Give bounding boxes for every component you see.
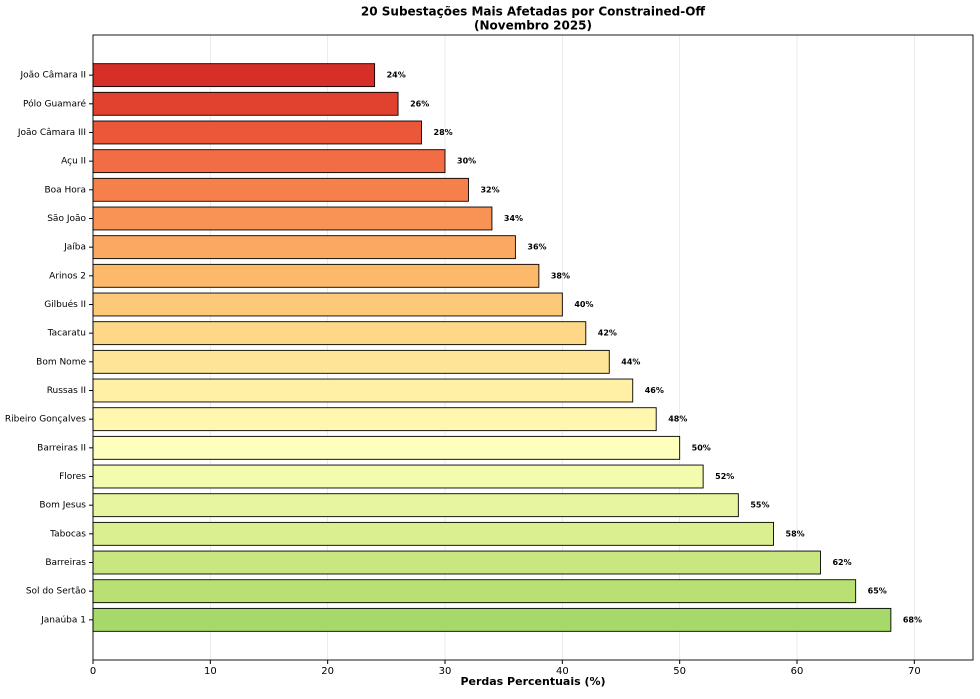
value-label: 40% <box>574 300 593 309</box>
x-tick-label: 20 <box>321 666 334 677</box>
plot-frame <box>92 34 974 661</box>
x-tick-label: 0 <box>90 666 96 677</box>
bar <box>92 349 610 374</box>
bar <box>92 177 469 202</box>
y-tick-label: Ribeiro Gonçalves <box>5 415 86 425</box>
bar <box>92 321 587 346</box>
bar <box>92 206 493 231</box>
bar <box>92 435 681 460</box>
y-tick-label: Sol do Sertão <box>26 587 87 597</box>
bar <box>92 550 821 575</box>
value-label: 46% <box>645 386 664 395</box>
bar <box>92 235 516 260</box>
y-tick-label: João Câmara III <box>17 128 86 138</box>
x-axis-label: Perdas Percentuais (%) <box>460 675 605 688</box>
value-label: 32% <box>480 185 499 194</box>
value-label: 30% <box>457 157 476 166</box>
value-label: 42% <box>598 329 617 338</box>
y-tick-label: Janaúba 1 <box>40 615 86 625</box>
value-label: 52% <box>715 472 734 481</box>
bar <box>92 292 563 317</box>
value-label: 44% <box>621 357 640 366</box>
value-label: 26% <box>410 99 429 108</box>
y-tick-label: Boa Hora <box>44 185 86 195</box>
y-tick-label: São João <box>47 214 86 224</box>
y-tick-label: Gilbués II <box>44 299 86 310</box>
y-tick-label: Barreiras <box>45 558 86 568</box>
bar <box>92 521 774 546</box>
y-tick-label: João Câmara II <box>19 71 86 81</box>
value-label: 28% <box>434 128 453 137</box>
bar <box>92 63 376 88</box>
value-label: 68% <box>903 615 922 624</box>
bar <box>92 493 739 518</box>
y-tick-label: Bom Jesus <box>39 501 86 511</box>
y-tick-label: Arinos 2 <box>49 271 86 281</box>
value-label: 24% <box>387 71 406 80</box>
value-label: 58% <box>786 529 805 538</box>
bar <box>92 579 857 604</box>
value-label: 48% <box>668 415 687 424</box>
bar <box>92 263 540 288</box>
bar <box>92 378 634 403</box>
x-tick-label: 50 <box>673 666 686 677</box>
x-tick-label: 70 <box>908 666 921 677</box>
y-tick-label: Açu II <box>61 157 86 167</box>
value-label: 38% <box>551 271 570 280</box>
bar <box>92 91 399 116</box>
bar <box>92 607 892 632</box>
value-label: 34% <box>504 214 523 223</box>
x-tick-label: 30 <box>439 666 452 677</box>
y-tick-label: Flores <box>59 472 86 482</box>
bar <box>92 120 422 145</box>
value-label: 55% <box>750 501 769 510</box>
bar <box>92 149 446 174</box>
y-tick-label: Tabocas <box>49 529 86 539</box>
x-tick-label: 40 <box>556 666 569 677</box>
y-tick-label: Russas II <box>47 386 86 396</box>
value-label: 50% <box>692 443 711 452</box>
value-label: 36% <box>527 243 546 252</box>
value-label: 65% <box>868 587 887 596</box>
chart-title: (Novembro 2025) <box>474 19 592 33</box>
y-tick-label: Tacaratu <box>47 329 86 339</box>
bar <box>92 407 657 432</box>
x-tick-label: 10 <box>204 666 217 677</box>
bar <box>92 464 704 489</box>
y-tick-label: Jaíba <box>63 243 86 253</box>
y-tick-label: Pólo Guamaré <box>23 98 86 109</box>
y-tick-label: Barreiras II <box>37 443 86 453</box>
chart-title: 20 Subestações Mais Afetadas por Constra… <box>361 5 706 19</box>
x-tick-label: 60 <box>791 666 804 677</box>
y-tick-label: Bom Nome <box>36 357 86 367</box>
value-label: 62% <box>832 558 851 567</box>
